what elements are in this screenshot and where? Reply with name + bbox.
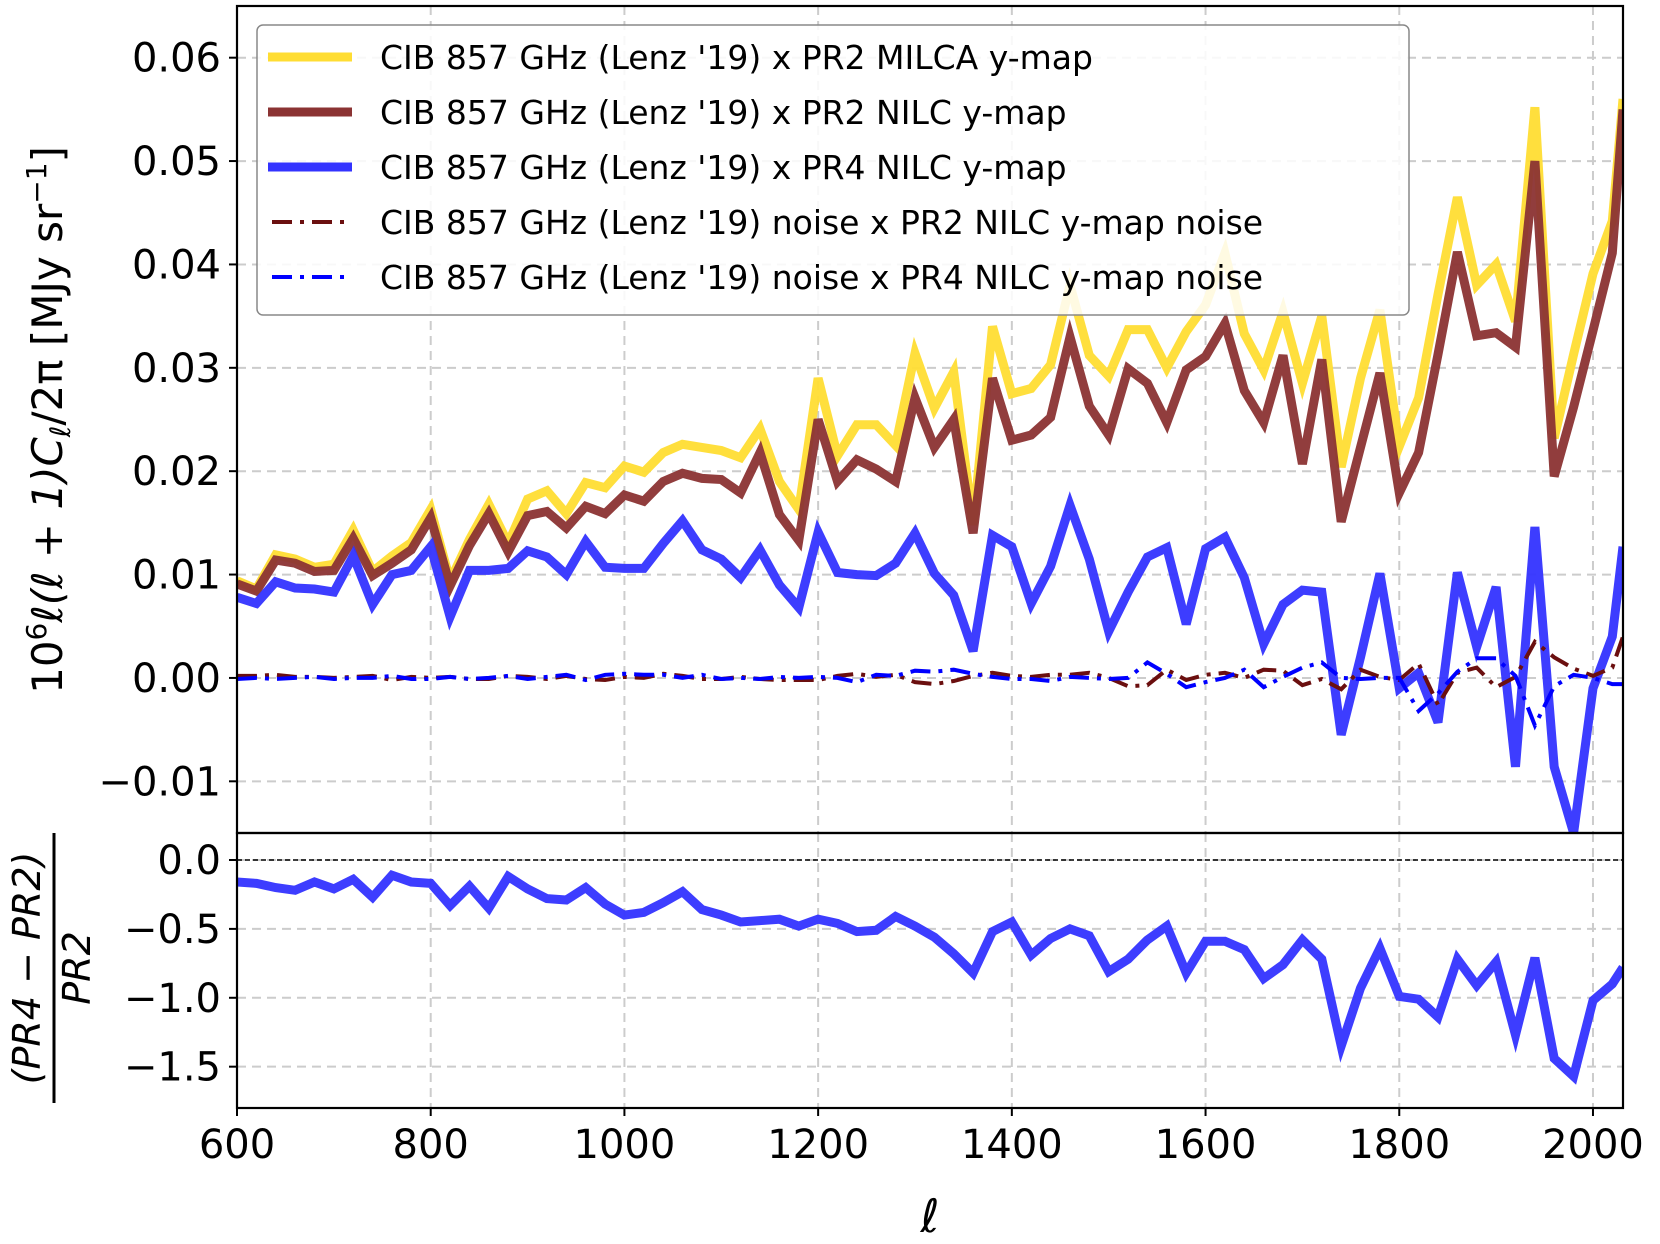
main-y-axis-label: 106ℓ(ℓ + 1)Cℓ/2π [MJy sr−1] — [20, 146, 77, 694]
ylabel-sub: ℓ — [44, 426, 77, 439]
ylabel-sup6: 6 — [20, 623, 53, 641]
ratio-ytick-label: −0.5 — [124, 907, 221, 953]
ratio-ytick-label: −1.0 — [124, 976, 221, 1022]
main-ytick-label: 0.03 — [132, 346, 221, 392]
ratio-ylabel-denominator: PR2 — [55, 931, 99, 1005]
xtick-label: 2000 — [1542, 1122, 1644, 1168]
series-line-4 — [237, 656, 1623, 731]
ratio-y-ticks: 0.0 −0.5 −1.0 −1.5 — [124, 838, 237, 1091]
main-ytick-label: 0.04 — [132, 242, 221, 288]
ratio-ytick-label: 0.0 — [157, 838, 221, 884]
ratio-axes-frame — [235, 831, 1625, 1110]
ratio-ylabel-numerator: (PR4 − PR2) — [5, 852, 49, 1085]
ylabel-post: /2π [MJy sr — [23, 203, 72, 426]
series-line-ratio-0 — [237, 869, 1623, 1085]
ylabel-end: ] — [23, 146, 72, 162]
main-ytick-label: 0.01 — [132, 553, 221, 599]
ylabel-pre: 10 — [23, 640, 72, 693]
legend-label-3: CIB 857 GHz (Lenz '19) noise x PR2 NILC … — [380, 203, 1263, 242]
legend-label-4: CIB 857 GHz (Lenz '19) noise x PR4 NILC … — [380, 258, 1263, 297]
ratio-ytick-label: −1.5 — [124, 1045, 221, 1091]
ratio-y-axis-label: (PR4 − PR2) PR2 — [5, 833, 99, 1103]
main-ytick-label: −0.01 — [98, 759, 221, 805]
main-series — [237, 98, 1623, 833]
x-axis-label: ℓ — [919, 1189, 939, 1243]
ratio-gridlines — [236, 833, 1623, 1108]
main-ytick-label: 0.02 — [132, 449, 221, 495]
xtick-label: 800 — [393, 1122, 469, 1168]
xtick-label: 1000 — [574, 1122, 676, 1168]
xtick-label: 1800 — [1348, 1122, 1450, 1168]
main-y-ticks: 0.06 0.05 0.04 0.03 0.02 0.01 0.00 −0.01 — [98, 36, 237, 805]
legend: CIB 857 GHz (Lenz '19) x PR2 MILCA y-map… — [256, 24, 1410, 316]
legend-label-0: CIB 857 GHz (Lenz '19) x PR2 MILCA y-map — [380, 38, 1093, 77]
ratio-series — [237, 869, 1623, 1085]
xtick-label: 1200 — [767, 1122, 869, 1168]
xtick-label: 600 — [199, 1122, 275, 1168]
xtick-label: 1400 — [961, 1122, 1063, 1168]
main-ytick-label: 0.06 — [132, 36, 221, 82]
series-line-1 — [237, 109, 1623, 599]
ylabel-sup: −1 — [20, 162, 53, 203]
svg-text:106ℓ(ℓ + 1)Cℓ/2π [MJy sr−1]: 106ℓ(ℓ + 1)Cℓ/2π [MJy sr−1] — [20, 146, 77, 694]
legend-label-1: CIB 857 GHz (Lenz '19) x PR2 NILC y-map — [380, 93, 1067, 132]
main-ytick-label: 0.05 — [132, 139, 221, 185]
x-ticks: 600 800 1000 1200 1400 1600 1800 2000 — [199, 1108, 1644, 1168]
ylabel-mid: ℓ(ℓ + 1)C — [23, 437, 72, 624]
legend-label-2: CIB 857 GHz (Lenz '19) x PR4 NILC y-map — [380, 148, 1067, 187]
main-ytick-label: 0.00 — [132, 656, 221, 702]
legend-box — [256, 24, 1410, 316]
xtick-label: 1600 — [1155, 1122, 1257, 1168]
series-line-2 — [237, 491, 1623, 833]
